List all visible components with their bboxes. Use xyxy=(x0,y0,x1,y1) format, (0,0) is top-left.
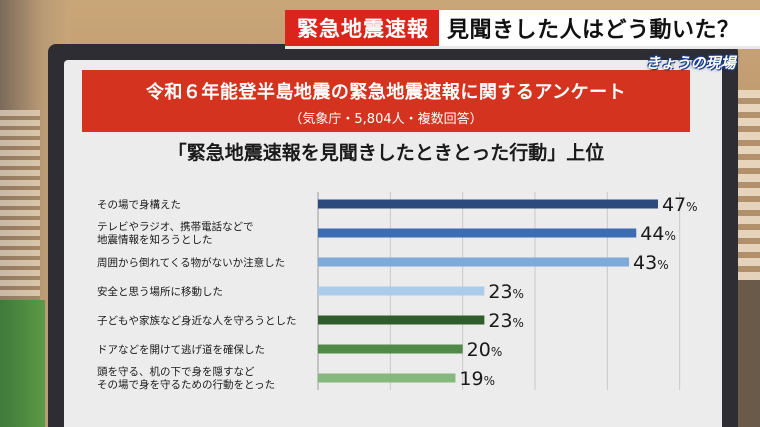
chart-title: 「緊急地震速報を見聞きしたときとった行動」上位 xyxy=(167,142,605,164)
survey-header: 令和６年能登半島地震の緊急地震速報に関するアンケート （気象庁・5,804人・複… xyxy=(82,70,690,132)
category-label-line: その場で身を守るための行動をとった xyxy=(97,378,275,391)
value-number: 43 xyxy=(633,252,657,274)
bar xyxy=(318,257,630,267)
value-number: 19 xyxy=(459,368,483,390)
survey-title: 令和６年能登半島地震の緊急地震速報に関するアンケート xyxy=(145,82,627,103)
value-label: 20% xyxy=(467,339,503,361)
value-number: 47 xyxy=(662,194,686,216)
value-label: 23% xyxy=(488,310,524,332)
bar xyxy=(318,344,463,354)
value-label: 44% xyxy=(640,223,676,245)
category-label: 子どもや家族など身近な人を守ろうとした xyxy=(97,314,297,327)
value-unit: % xyxy=(513,287,524,301)
caption-tag: 緊急地震速報 xyxy=(285,10,439,46)
category-label: テレビやラジオ、携帯電話などで地震情報を知ろうとした xyxy=(97,220,253,246)
category-label: 頭を守る、机の下で身を隠すなどその場で身を守るための行動をとった xyxy=(97,365,275,391)
category-label: 安全と思う場所に移動した xyxy=(97,285,223,298)
bar xyxy=(318,199,658,209)
bar xyxy=(318,228,637,238)
bar xyxy=(318,315,485,325)
program-logo: きょうの現場 xyxy=(645,53,736,72)
caption-banner: 緊急地震速報 見聞きした人はどう動いた？ xyxy=(285,10,760,49)
category-label-line: 頭を守る、机の下で身を隠すなど xyxy=(97,365,255,378)
caption-text: 見聞きした人はどう動いた？ xyxy=(447,18,740,43)
value-unit: % xyxy=(686,200,697,214)
value-unit: % xyxy=(513,316,524,330)
value-label: 23% xyxy=(488,281,524,303)
value-label: 47% xyxy=(662,194,698,216)
studio-decor-green xyxy=(0,300,45,427)
value-number: 23 xyxy=(488,310,512,332)
category-label-line: テレビやラジオ、携帯電話などで xyxy=(97,220,253,233)
value-unit: % xyxy=(491,345,502,359)
survey-subtitle: （気象庁・5,804人・複数回答） xyxy=(289,112,483,127)
category-label: 周囲から倒れてくる物がないか注意した xyxy=(97,256,285,269)
category-label: その場で身構えた xyxy=(97,198,181,211)
category-label-line: 地震情報を知ろうとした xyxy=(97,233,213,246)
bar xyxy=(318,373,456,383)
value-unit: % xyxy=(664,229,675,243)
value-number: 20 xyxy=(467,339,491,361)
category-label: ドアなどを開けて逃げ道を確保した xyxy=(97,343,265,356)
value-unit: % xyxy=(484,374,495,388)
studio-decor-dark xyxy=(735,280,760,427)
value-label: 19% xyxy=(459,368,495,390)
bar xyxy=(318,286,485,296)
value-number: 44 xyxy=(640,223,664,245)
value-number: 23 xyxy=(488,281,512,303)
value-unit: % xyxy=(657,258,668,272)
value-label: 43% xyxy=(633,252,669,274)
